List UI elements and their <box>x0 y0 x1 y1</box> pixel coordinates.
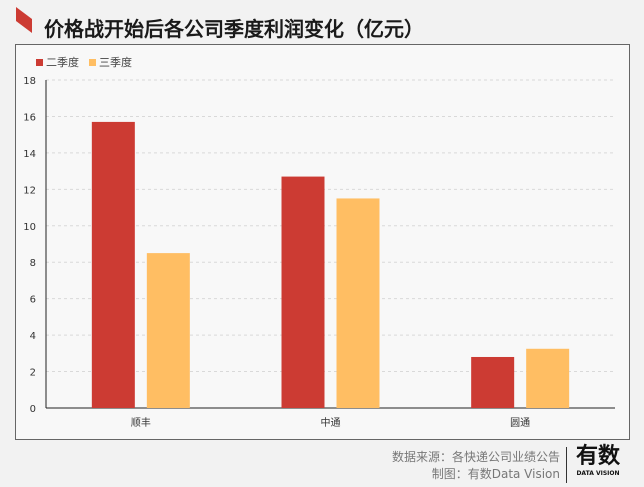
bar-q3 <box>526 348 570 408</box>
x-tick-label: 顺丰 <box>131 416 151 429</box>
y-tick-label: 2 <box>30 368 36 379</box>
y-tick-label: 14 <box>23 149 36 160</box>
y-tick-label: 4 <box>30 331 36 342</box>
legend-item-q2: 二季度 <box>36 54 79 70</box>
bar-q2 <box>471 356 515 408</box>
logo-text: 有数 <box>575 444 620 469</box>
legend: 二季度 三季度 <box>36 54 132 70</box>
footer-divider <box>566 447 567 483</box>
page-title: 价格战开始后各公司季度利润变化（亿元） <box>44 17 424 41</box>
y-tick-label: 10 <box>23 222 36 233</box>
footer-source: 数据来源：各快递公司业绩公告 制图：有数Data Vision <box>392 449 560 483</box>
title-flag-icon <box>16 7 32 33</box>
x-tick-label: 圆通 <box>510 417 530 429</box>
bar-q2 <box>91 121 135 409</box>
y-tick-label: 0 <box>30 404 36 415</box>
bar-q2 <box>281 176 325 408</box>
legend-label: 二季度 <box>46 56 79 69</box>
legend-swatch <box>89 58 96 66</box>
y-tick-label: 6 <box>30 295 36 306</box>
logo: 有数 DATA VISION <box>573 444 623 477</box>
y-tick-label: 8 <box>30 258 36 269</box>
logo-subtext: DATA VISION <box>576 470 620 477</box>
legend-label: 三季度 <box>99 56 132 69</box>
credit-text: 制图：有数Data Vision <box>431 467 560 481</box>
bar-q3 <box>146 253 190 408</box>
y-tick-label: 12 <box>23 185 36 196</box>
legend-item-q3: 三季度 <box>89 54 132 70</box>
source-text: 数据来源：各快递公司业绩公告 <box>391 450 560 464</box>
bar-q3 <box>336 198 380 408</box>
legend-swatch <box>36 58 43 66</box>
x-tick-label: 中通 <box>321 416 341 429</box>
y-tick-label: 16 <box>23 112 36 123</box>
y-tick-label: 18 <box>23 76 36 87</box>
